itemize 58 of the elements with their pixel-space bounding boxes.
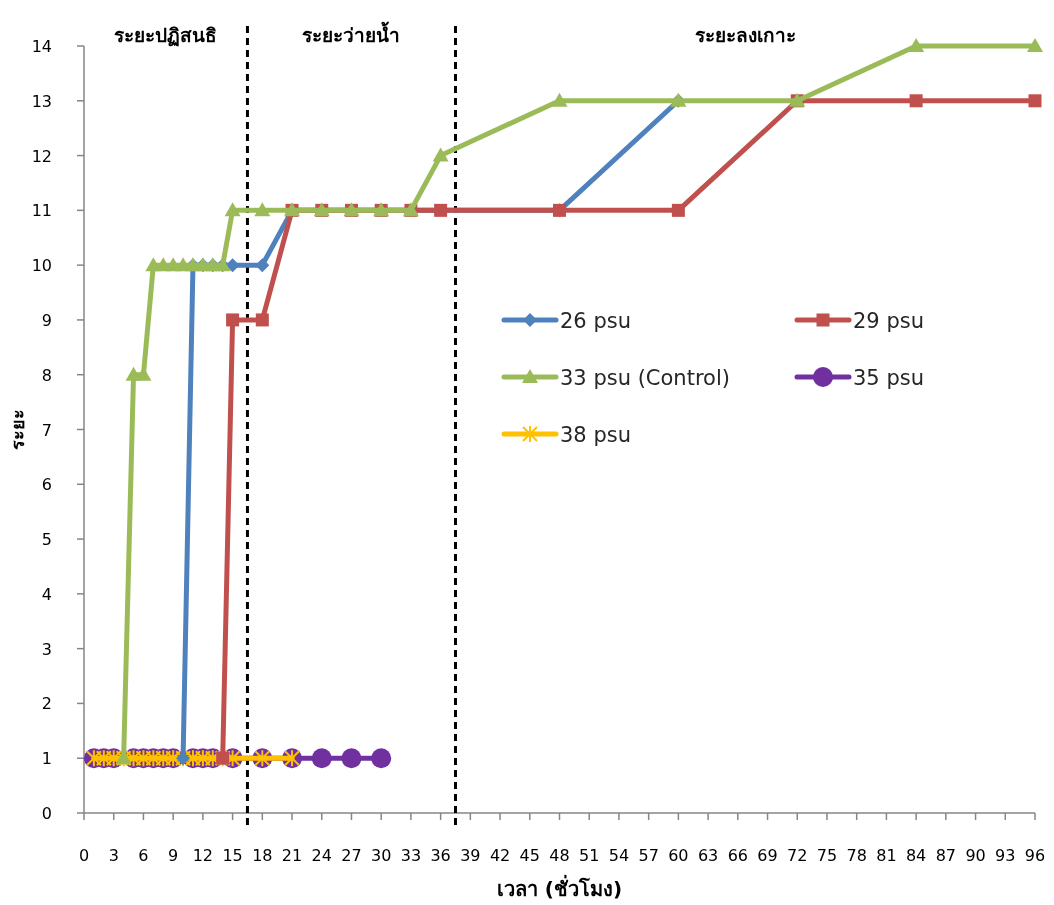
text: ระยะปฏิสนธิ xyxy=(114,24,218,47)
x-tick-label: 3 xyxy=(108,846,119,865)
x-tick-label: 84 xyxy=(905,846,927,865)
y-axis-title: ระยะ xyxy=(7,409,28,450)
x-tick-label: 78 xyxy=(846,846,867,865)
x-axis-title: เวลา (ชั่วโมง) xyxy=(496,874,623,901)
y-tick-label: 14 xyxy=(31,37,52,56)
x-tick-label: 33 xyxy=(400,846,422,865)
x-tick-label: 30 xyxy=(371,846,392,865)
y-tick-label: 11 xyxy=(31,201,52,221)
x-tick-label: 75 xyxy=(816,846,838,865)
x-tick-label: 39 xyxy=(460,846,481,865)
legend-label: 26 psu xyxy=(560,309,631,333)
legend-label: 35 psu xyxy=(853,366,924,390)
x-tick-label: 90 xyxy=(965,846,986,865)
y-tick-label: 2 xyxy=(41,694,52,714)
y-tick-label: 8 xyxy=(41,365,52,385)
y-tick-label: 7 xyxy=(41,420,52,440)
x-tick-label: 87 xyxy=(935,846,957,865)
y-tick-label: 1 xyxy=(41,749,52,769)
legend-label: 33 psu (Control) xyxy=(560,366,730,390)
x-tick-label: 24 xyxy=(311,846,332,865)
y-tick-label: 13 xyxy=(31,91,52,111)
x-tick-label: 15 xyxy=(222,846,243,865)
y-tick-label: 6 xyxy=(41,475,52,495)
legend-label: 29 psu xyxy=(853,309,924,333)
x-tick-label: 96 xyxy=(1024,846,1046,865)
text: ระยะลงเกาะ xyxy=(694,24,796,46)
y-tick-label: 3 xyxy=(41,639,52,659)
x-tick-label: 0 xyxy=(78,846,90,865)
x-tick-label: 57 xyxy=(638,846,659,865)
x-tick-label: 36 xyxy=(430,846,451,865)
y-tick-label: 0 xyxy=(41,804,52,823)
y-tick-label: 10 xyxy=(31,256,52,276)
y-tick-label: 12 xyxy=(31,146,52,166)
x-tick-label: 48 xyxy=(549,846,570,865)
x-tick-label: 12 xyxy=(192,846,214,865)
x-tick-label: 60 xyxy=(668,846,689,865)
x-tick-label: 51 xyxy=(579,846,600,865)
x-tick-label: 21 xyxy=(281,846,303,865)
x-tick-label: 9 xyxy=(168,846,179,865)
text: ระยะว่ายน้ำ xyxy=(302,21,401,46)
x-tick-label: 69 xyxy=(757,846,778,865)
legend-label: 38 psu xyxy=(560,423,631,447)
x-tick-label: 45 xyxy=(519,846,540,865)
x-tick-label: 54 xyxy=(608,846,630,865)
x-tick-label: 81 xyxy=(876,846,897,865)
x-tick-label: 42 xyxy=(489,846,511,865)
x-tick-label: 66 xyxy=(727,846,748,865)
x-tick-label: 27 xyxy=(341,846,362,865)
x-tick-label: 18 xyxy=(252,846,273,865)
y-tick-label: 9 xyxy=(41,310,52,330)
y-tick-label: 4 xyxy=(41,584,52,604)
y-tick-label: 5 xyxy=(41,530,52,550)
x-tick-label: 6 xyxy=(138,846,149,865)
x-tick-label: 93 xyxy=(995,846,1016,865)
x-tick-label: 63 xyxy=(697,846,719,865)
x-tick-label: 72 xyxy=(787,846,808,865)
